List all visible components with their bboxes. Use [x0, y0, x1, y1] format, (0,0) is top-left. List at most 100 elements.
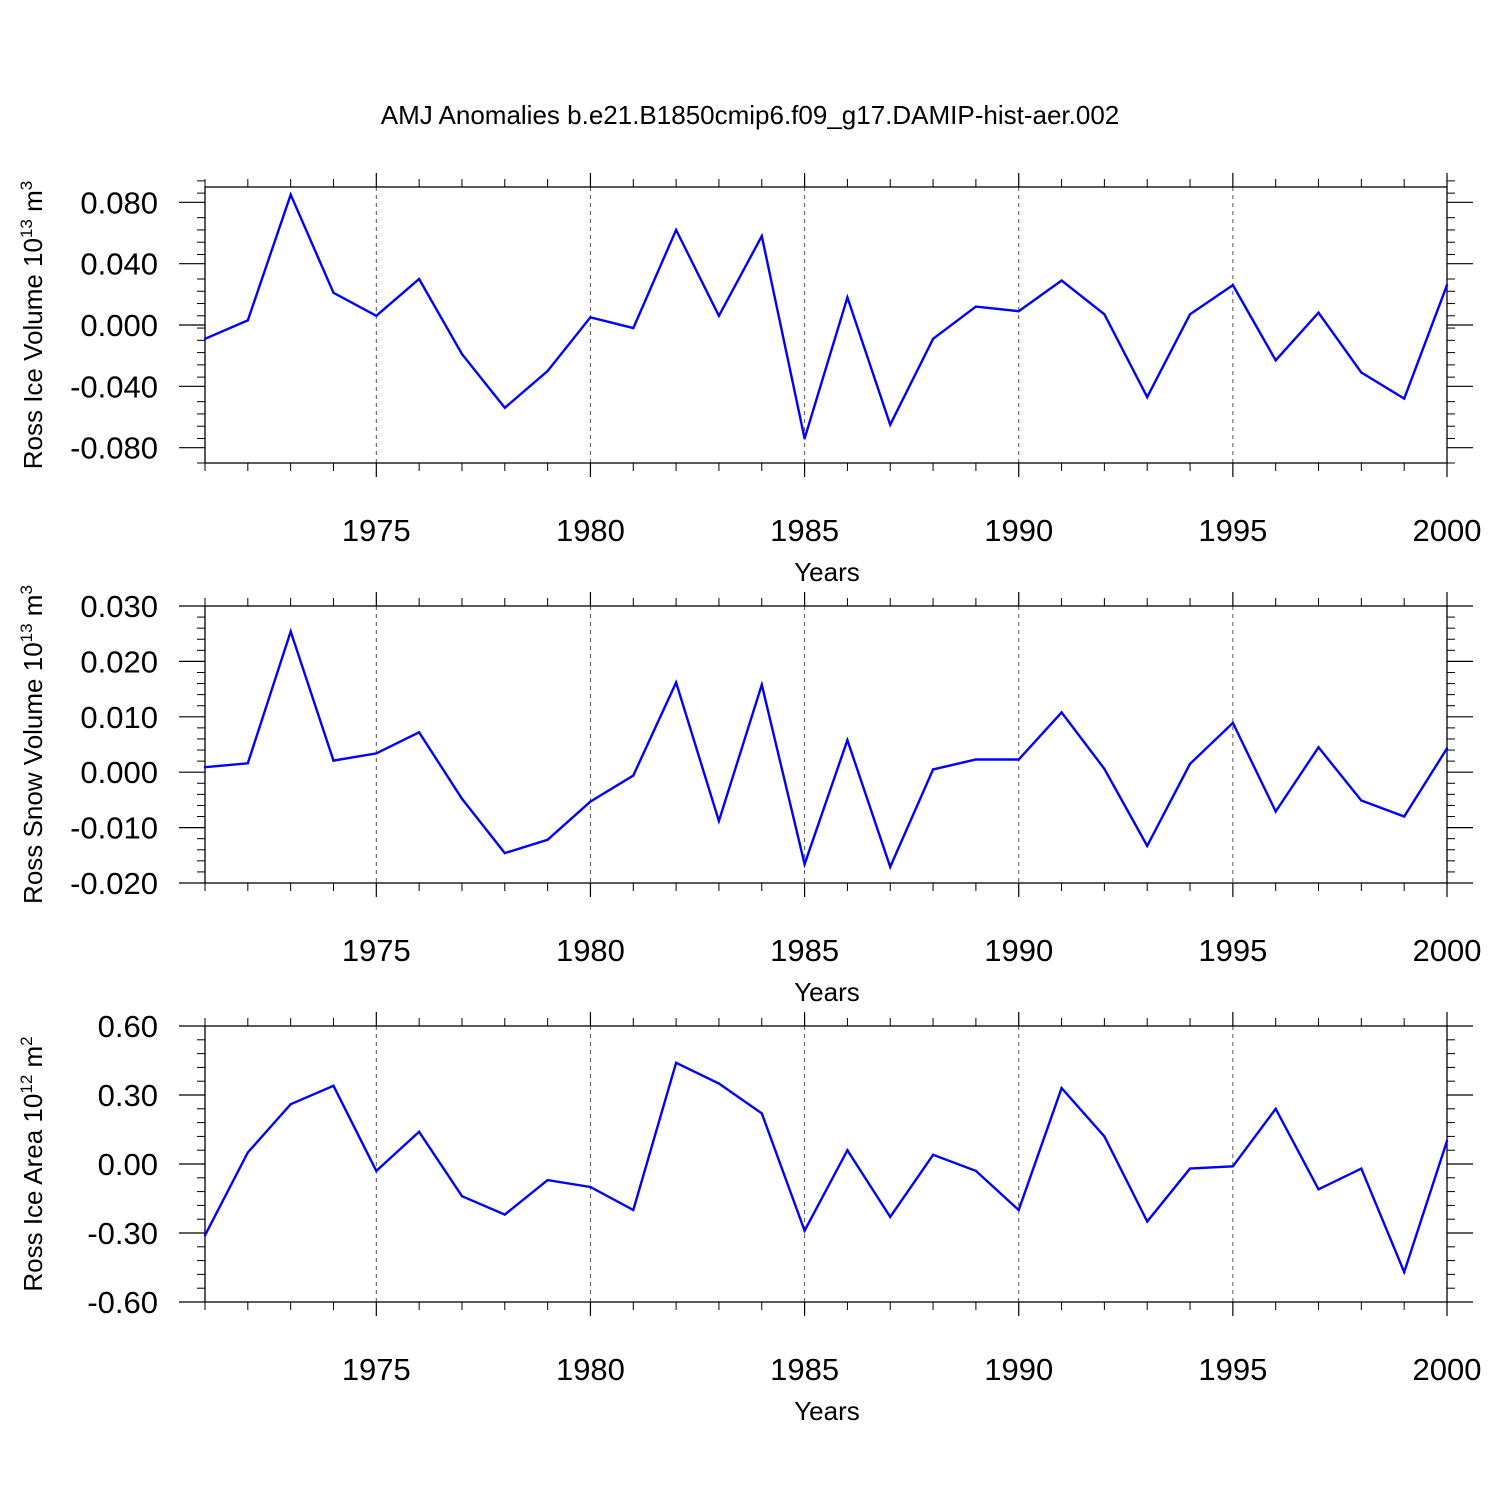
x-tick-label: 1990: [984, 1352, 1053, 1387]
x-tick-label: 1975: [342, 513, 411, 548]
y-tick-label: -0.30: [87, 1216, 158, 1251]
data-point: [246, 762, 250, 765]
data-point: [717, 314, 721, 317]
y-tick-label: 0.000: [80, 308, 158, 343]
x-axis-label: Years: [794, 977, 860, 1007]
data-point: [1317, 746, 1320, 749]
x-tick-label: 1980: [556, 1352, 625, 1387]
data-point: [375, 314, 378, 317]
y-axis-label: Ross Ice Volume 1013 m3: [17, 181, 48, 470]
data-point: [375, 1169, 378, 1173]
data-point: [417, 277, 421, 281]
y-tick-label: 0.30: [98, 1078, 158, 1113]
data-point: [846, 738, 849, 742]
series-line: [204, 627, 1449, 871]
data-point: [332, 1084, 335, 1088]
data-point: [931, 768, 935, 771]
y-axis-label: Ross Ice Area 1012 m2: [17, 1036, 48, 1291]
data-point: [974, 305, 978, 308]
data-point: [1231, 1165, 1235, 1168]
panels: -0.080 -0.040 0.000 0.040 0.080 1975 1980 1985 1…: [17, 173, 1481, 1426]
data-point: [717, 819, 721, 823]
x-tick-label: 1975: [342, 933, 411, 968]
data-point: [203, 766, 207, 769]
data-point: [803, 1229, 806, 1232]
y-tick-label: -0.60: [87, 1285, 158, 1320]
data-point: [803, 437, 806, 440]
x-axis-label: Years: [794, 557, 860, 587]
data-point: [931, 1153, 935, 1157]
x-tick-label: 1995: [1198, 1352, 1267, 1387]
data-point: [503, 1213, 506, 1216]
data-point: [1017, 758, 1020, 761]
data-point: [1360, 799, 1363, 802]
x-tick-label: 1975: [342, 1352, 411, 1387]
y-tick-label: 0.030: [80, 589, 158, 624]
data-point: [846, 296, 849, 299]
x-axis-label: Years: [794, 1396, 860, 1426]
data-point: [760, 683, 763, 686]
x-tick-label: 1980: [556, 933, 625, 968]
data-point: [1402, 397, 1406, 400]
data-point: [1274, 359, 1277, 362]
data-point: [546, 369, 549, 373]
data-point: [760, 1112, 763, 1115]
data-point: [632, 1208, 635, 1212]
x-tick-label: 2000: [1413, 933, 1482, 968]
data-point: [1103, 1135, 1106, 1138]
data-point: [246, 1151, 250, 1154]
plot-frame: [204, 605, 1448, 884]
data-point: [803, 862, 806, 866]
data-point: [1360, 1167, 1363, 1170]
x-tick-label: 1990: [984, 933, 1053, 968]
panel-3: -0.60 -0.30 0.00 0.30 0.60 1975 1980 1985 1990 19…: [17, 1009, 1481, 1426]
chart-title: AMJ Anomalies b.e21.B1850cmip6.f09_g17.D…: [381, 100, 1120, 130]
y-tick-label: 0.040: [80, 247, 158, 282]
x-tick-label: 1990: [984, 513, 1053, 548]
data-point: [203, 337, 207, 340]
plot-frame: [204, 186, 1448, 464]
data-point: [503, 851, 506, 855]
data-point: [1188, 1167, 1192, 1170]
data-point: [246, 319, 250, 322]
data-point: [503, 406, 506, 409]
data-point: [546, 1178, 549, 1182]
data-point: [289, 1103, 292, 1106]
y-tick-label: 0.00: [98, 1147, 158, 1182]
data-point: [589, 800, 592, 803]
y-tick-label: 0.000: [80, 755, 158, 790]
data-point: [1146, 1220, 1149, 1223]
data-point: [889, 1215, 892, 1219]
data-point: [1360, 371, 1363, 374]
data-point: [460, 797, 464, 800]
data-point: [460, 1195, 464, 1198]
data-point: [889, 423, 892, 426]
data-point: [1231, 283, 1235, 287]
data-point: [760, 234, 763, 238]
data-point: [717, 1082, 721, 1085]
data-point: [974, 1169, 978, 1173]
y-tick-label: 0.020: [80, 644, 158, 679]
data-point: [332, 759, 335, 762]
data-point: [974, 758, 978, 761]
data-point: [289, 630, 292, 633]
y-tick-label: -0.040: [70, 369, 158, 404]
x-tick-label: 1995: [1198, 933, 1267, 968]
data-point: [417, 731, 421, 734]
data-point: [1317, 1188, 1320, 1191]
x-tick-label: 1985: [770, 513, 839, 548]
y-tick-label: -0.010: [70, 811, 158, 846]
x-tick-label: 1985: [770, 1352, 839, 1387]
data-point: [1231, 721, 1235, 725]
data-point: [1017, 310, 1020, 313]
data-point: [289, 193, 292, 196]
x-tick-label: 2000: [1413, 513, 1482, 548]
data-point: [1402, 1270, 1406, 1274]
data-point: [1188, 762, 1192, 766]
data-point: [1103, 313, 1106, 316]
data-point: [931, 337, 935, 340]
data-point: [1274, 810, 1277, 813]
series-line: [204, 191, 1449, 439]
data-point: [203, 1234, 207, 1237]
